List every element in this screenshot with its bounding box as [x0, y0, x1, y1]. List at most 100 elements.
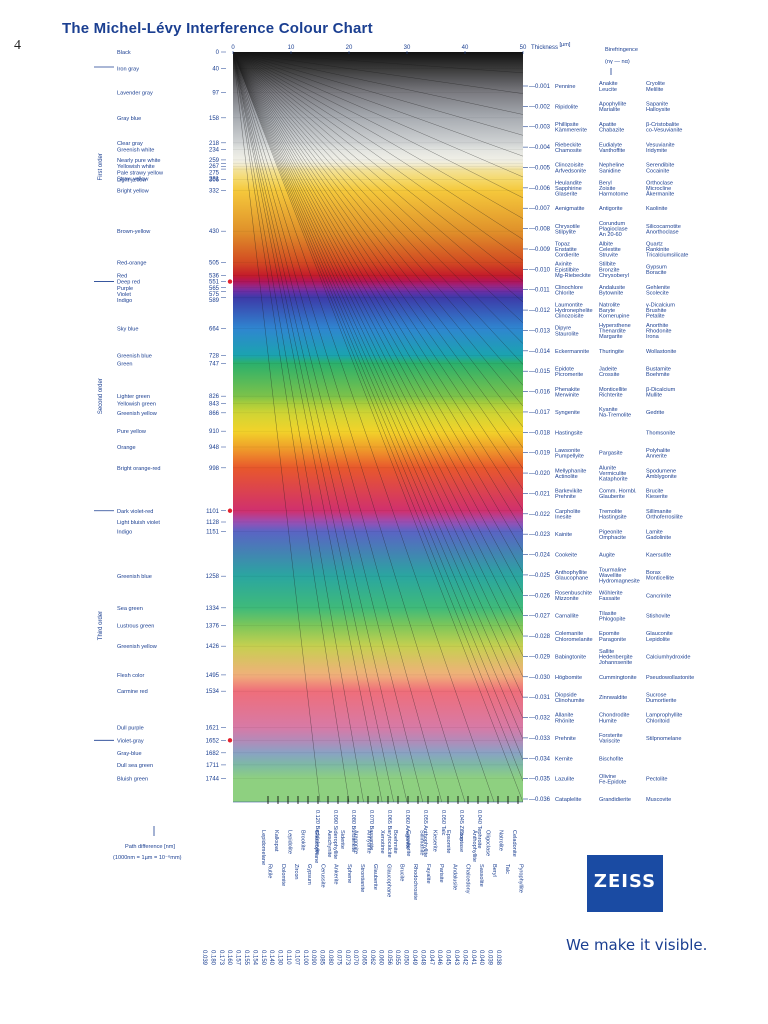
- mineral-name: Prehnite: [555, 494, 576, 500]
- path-difference-value: 575: [209, 292, 220, 298]
- mineral-name: Bustamite: [646, 366, 671, 372]
- colour-name: Nearly pure white: [117, 158, 161, 164]
- order-label: First order: [98, 153, 104, 180]
- bottom-birefringence-value: 0.154: [251, 950, 257, 966]
- mineral-name: Kainite: [555, 532, 572, 538]
- fan-line: [233, 52, 523, 594]
- path-difference-value: 747: [209, 361, 220, 367]
- mineral-name: Phenakite: [555, 387, 580, 393]
- mineral-name: Lamite: [646, 529, 663, 535]
- bottom-birefringence-value: 0.039: [487, 950, 493, 966]
- bottom-birefringence-value: 0.055: [394, 950, 400, 966]
- bottom-mineral-name: Celadonite: [511, 830, 517, 857]
- mineral-name: Glauberite: [599, 494, 625, 500]
- bottom-mineral-name: Lepidomelane: [260, 830, 266, 865]
- bottom-birefringence-value: 0.140: [268, 950, 274, 966]
- bottom-mineral-name: Anhydrite: [366, 830, 372, 854]
- bottom-birefringence-value: 0.048: [419, 950, 425, 966]
- mineral-name: Inesite: [555, 515, 571, 521]
- fan-line: [233, 52, 350, 802]
- mineral-name: Staurolite: [555, 331, 579, 337]
- mineral-name: Chrysotile: [555, 224, 580, 230]
- birefringence-value: —0.023: [529, 532, 551, 538]
- mineral-name: Chloromelanite: [555, 637, 593, 643]
- bottom-birefringence-value: 0.180: [209, 950, 215, 966]
- mineral-name: Högbomite: [555, 675, 582, 681]
- birefringence-value: —0.032: [529, 716, 551, 722]
- mineral-name: Crossite: [599, 372, 620, 378]
- mineral-name: Paragonite: [599, 637, 626, 643]
- mineral-name: Hypersthene: [599, 323, 631, 329]
- fan-line: [233, 52, 423, 802]
- birefringence-header: Birefringence: [605, 47, 638, 53]
- mineral-name: Prehnite: [555, 736, 576, 742]
- mineral-name: Monticellite: [599, 387, 627, 393]
- mineral-name: Carnallite: [555, 614, 579, 620]
- colour-name: Sky blue: [117, 327, 138, 333]
- bottom-birefringence-value: 0.085: [319, 950, 325, 966]
- birefringence-formula: (nγ — nα): [605, 59, 630, 65]
- path-difference-value: 1258: [206, 574, 220, 580]
- fan-line: [233, 52, 523, 657]
- fan-line: [233, 52, 523, 636]
- mineral-name: Dumortierite: [646, 698, 676, 704]
- mineral-name: Olivine: [599, 774, 616, 780]
- mineral-name: Brucite: [646, 489, 663, 495]
- path-difference-value: 1652: [206, 738, 220, 744]
- bottom-mineral-name: Rhodochrosite: [412, 864, 418, 900]
- fan-line: [233, 52, 523, 678]
- birefringence-value: —0.018: [529, 430, 551, 436]
- fan-line: [233, 52, 442, 802]
- path-difference-value: 910: [209, 429, 220, 435]
- fan-line: [233, 52, 523, 532]
- fan-line: [233, 52, 523, 615]
- mineral-name: co-Vesuvianite: [646, 128, 682, 134]
- colour-name: Pure yellow: [117, 429, 147, 435]
- birefringence-value: —0.009: [529, 247, 551, 253]
- bottom-mineral-name: Siderite: [339, 830, 345, 849]
- bottom-birefringence-value: 0.065: [361, 950, 367, 966]
- mineral-name: Boehmite: [646, 372, 670, 378]
- fan-line: [233, 52, 394, 802]
- path-difference-value: 1682: [206, 751, 220, 757]
- path-difference-value: 866: [209, 411, 220, 417]
- birefringence-value: —0.024: [529, 553, 551, 559]
- bottom-birefringence-value: 0.110: [285, 950, 291, 965]
- mineral-name: Cataplelite: [555, 797, 581, 803]
- mineral-name: Albite: [599, 241, 613, 247]
- path-difference-value: 0: [216, 50, 220, 56]
- colour-name: Light yellow: [117, 178, 147, 184]
- mineral-name: Orthoferrosilite: [646, 515, 683, 521]
- mineral-name: Diopside: [555, 692, 577, 698]
- mineral-name: Mellyphanite: [555, 468, 586, 474]
- mineral-name: Mg-Riebeckite: [555, 273, 591, 279]
- fan-line: [233, 52, 523, 386]
- mineral-name: Cocainite: [646, 168, 669, 174]
- mineral-name: Baryte: [599, 308, 615, 314]
- mineral-name: Lazulite: [555, 777, 574, 783]
- fan-line: [233, 52, 523, 698]
- bottom-birefringence-value: 0.062: [369, 950, 375, 966]
- mineral-name: Petalite: [646, 314, 665, 320]
- mineral-name: Cookeite: [555, 553, 577, 559]
- fan-line-label: 0.040 Tephroite: [476, 810, 482, 848]
- mineral-name: Margarite: [599, 334, 623, 340]
- bottom-mineral-name: Glaucophane: [385, 864, 391, 897]
- page-number: 4: [14, 38, 21, 53]
- mineral-name: Lamprophyllite: [646, 713, 682, 719]
- mineral-name: Variscite: [599, 739, 620, 745]
- mineral-name: Brushite: [646, 308, 667, 314]
- bottom-birefringence-value: 0.157: [235, 950, 241, 966]
- fan-line: [233, 52, 523, 94]
- fan-line: [233, 52, 523, 782]
- mineral-name: Augite: [599, 553, 615, 559]
- colour-name: Red-orange: [117, 260, 147, 266]
- mineral-name: Antigorite: [599, 206, 623, 212]
- path-difference-value: 1376: [206, 623, 220, 629]
- path-difference-value: 1334: [206, 606, 220, 612]
- birefringence-fan: [233, 52, 523, 802]
- colour-name: Lighter green: [117, 394, 150, 400]
- bottom-mineral-name: Brucite: [399, 864, 405, 881]
- mineral-name: Tremolite: [599, 509, 622, 515]
- colour-name: Bright orange-red: [117, 466, 161, 472]
